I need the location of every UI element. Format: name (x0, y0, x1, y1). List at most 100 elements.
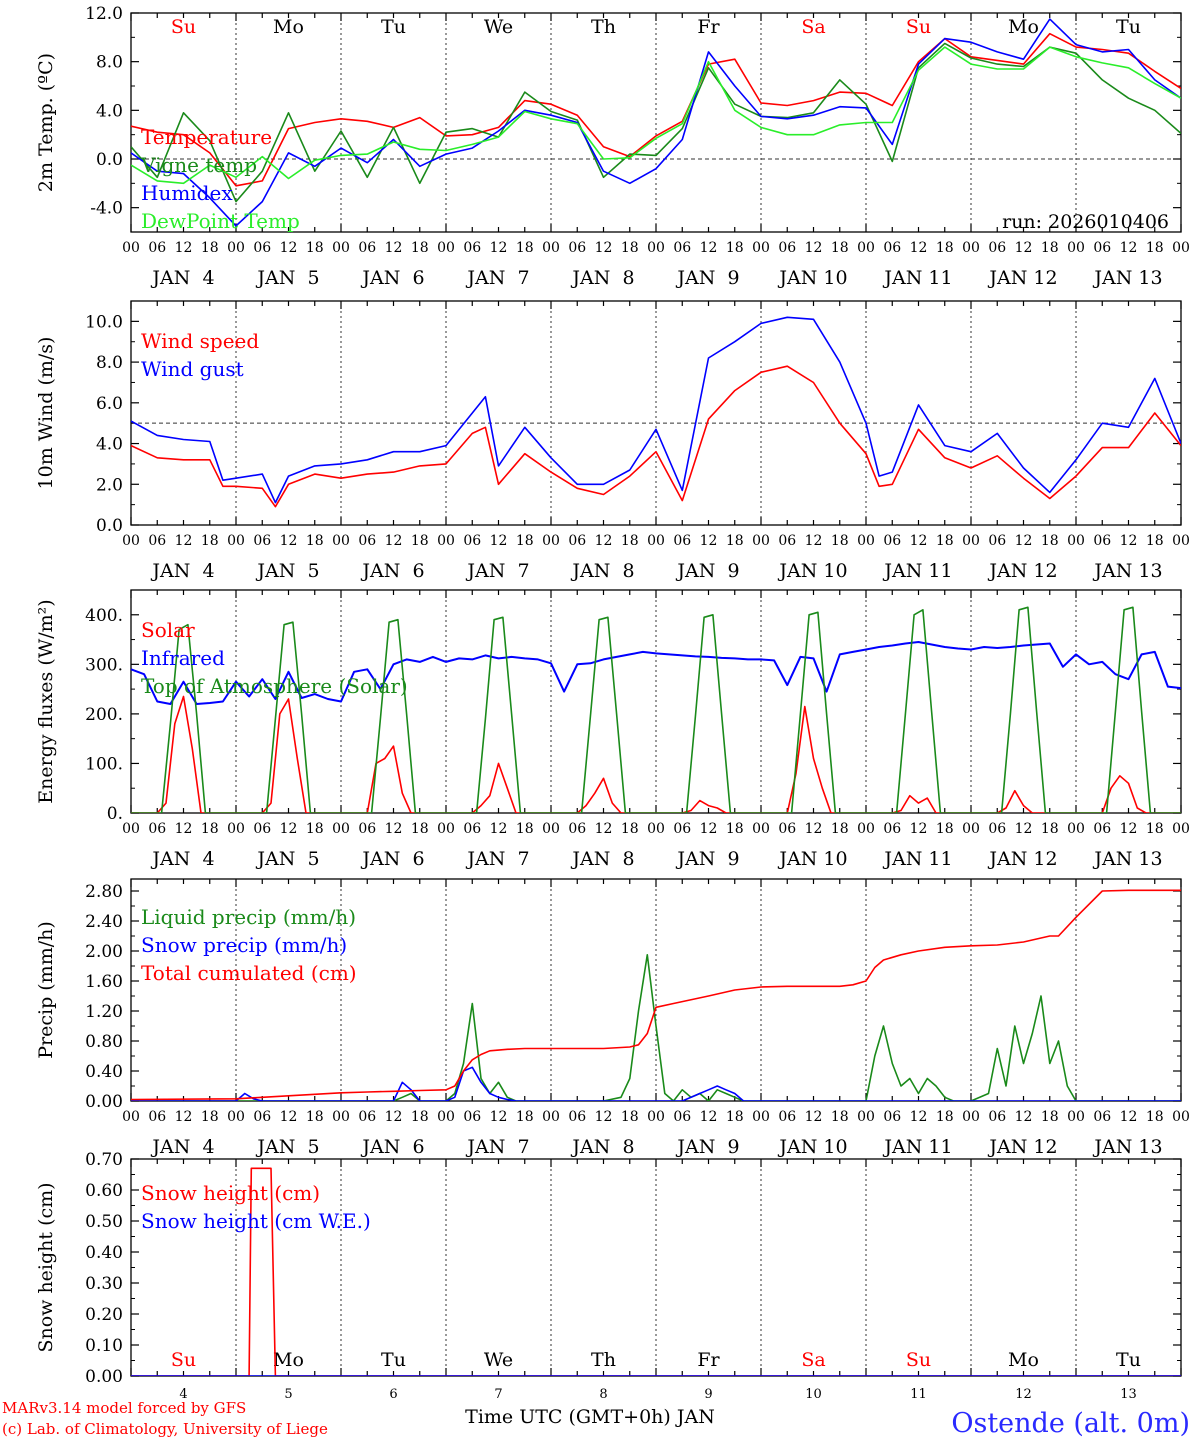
hour-label: 18 (411, 533, 429, 549)
series-line (131, 46, 1181, 185)
date-label: JAN 12 (987, 267, 1057, 289)
date-label: JAN 5 (255, 848, 319, 870)
hour-label: 00 (332, 240, 350, 256)
weekday-label: Tu (1116, 16, 1141, 38)
hour-label: 06 (883, 821, 901, 837)
hour-label: 18 (201, 1109, 219, 1125)
hour-label: 00 (647, 533, 665, 549)
hour-label: 18 (306, 533, 324, 549)
hour-label: 06 (463, 533, 481, 549)
legend-entry: Wind speed (141, 329, 259, 353)
hour-label: 12 (910, 240, 928, 256)
hour-label: 18 (306, 240, 324, 256)
hour-label: 12 (385, 533, 403, 549)
date-label: JAN 13 (1092, 1136, 1162, 1158)
hour-label: 06 (253, 821, 271, 837)
hour-label: 12 (805, 1109, 823, 1125)
hour-label: 00 (857, 821, 875, 837)
hour-label: 00 (227, 533, 245, 549)
date-label: JAN 13 (1092, 267, 1162, 289)
legend-entry: Total cumulated (cm) (141, 961, 357, 985)
hour-label: 06 (1093, 240, 1111, 256)
hour-label: 06 (358, 533, 376, 549)
hour-label: 00 (752, 533, 770, 549)
date-label: JAN 6 (360, 1136, 424, 1158)
hour-label: 12 (910, 821, 928, 837)
y-tick-label: 400. (85, 606, 123, 626)
legend-entry: DewPoint Temp (141, 209, 300, 233)
series-line (131, 606, 1181, 813)
hour-label: 18 (1041, 1109, 1059, 1125)
hour-label: 18 (831, 240, 849, 256)
weekday-label: Su (906, 1349, 931, 1371)
date-label: JAN 11 (882, 560, 952, 582)
legend-entry: Snow precip (mm/h) (141, 933, 347, 957)
hour-label: 18 (621, 240, 639, 256)
series-line (131, 42, 1181, 203)
hour-label: 00 (227, 821, 245, 837)
hour-label: 12 (1120, 533, 1138, 549)
station-name: Ostende (alt. 0m) (951, 1408, 1190, 1439)
y-tick-label: 0.10 (85, 1336, 123, 1356)
date-label: JAN 10 (777, 560, 847, 582)
hour-label: 06 (253, 1109, 271, 1125)
hour-label: 00 (1172, 1109, 1190, 1125)
y-tick-label: 1.20 (85, 1002, 123, 1022)
hour-label: 12 (805, 533, 823, 549)
legend-entry: Vigne temp (140, 153, 257, 177)
hour-label: 18 (936, 533, 954, 549)
hour-label: 06 (253, 240, 271, 256)
hour-label: 12 (490, 240, 508, 256)
hour-label: 06 (568, 533, 586, 549)
hour-label: 06 (463, 240, 481, 256)
hour-label: 00 (332, 821, 350, 837)
date-label: JAN 5 (255, 1136, 319, 1158)
hour-label: 18 (936, 240, 954, 256)
y-tick-label: 0.0 (96, 150, 123, 170)
panel-4: 0.00 0.40 0.80 1.20 1.60 2.00 2.40 2.80 Precip (… (35, 878, 1190, 1158)
date-label: JAN 6 (360, 560, 424, 582)
y-tick-label: 12.0 (85, 4, 123, 24)
y-tick-label: 0.40 (85, 1243, 123, 1263)
date-label: JAN 11 (882, 267, 952, 289)
y-tick-label: 0.70 (85, 1150, 123, 1170)
hour-label: 18 (1041, 240, 1059, 256)
hour-label: 06 (148, 240, 166, 256)
date-label: JAN 5 (255, 267, 319, 289)
hour-label: 12 (1015, 533, 1033, 549)
hour-label: 06 (253, 533, 271, 549)
date-label: JAN 10 (777, 1136, 847, 1158)
y-tick-label: -4.0 (90, 199, 123, 219)
hour-label: 06 (568, 240, 586, 256)
hour-label: 18 (621, 533, 639, 549)
hour-label: 12 (910, 533, 928, 549)
legend-entry: Snow height (cm W.E.) (141, 1209, 371, 1233)
hour-label: 12 (280, 240, 298, 256)
hour-label: 12 (385, 1109, 403, 1125)
hour-label: 12 (1120, 240, 1138, 256)
day-number-label: 6 (389, 1387, 397, 1402)
date-label: JAN 9 (675, 848, 739, 870)
hour-label: 06 (988, 821, 1006, 837)
hour-label: 18 (411, 1109, 429, 1125)
hour-label: 12 (490, 821, 508, 837)
series-line (131, 641, 1181, 705)
weekday-label: We (484, 1349, 513, 1371)
hour-label: 12 (490, 1109, 508, 1125)
hour-label: 12 (700, 533, 718, 549)
weekday-label: Mo (273, 1349, 304, 1371)
hour-label: 18 (831, 1109, 849, 1125)
hour-label: 00 (962, 1109, 980, 1125)
weekday-label: Mo (273, 16, 304, 38)
hour-label: 06 (463, 1109, 481, 1125)
hour-label: 00 (857, 533, 875, 549)
day-number-label: 8 (599, 1387, 607, 1402)
hour-label: 12 (700, 1109, 718, 1125)
hour-label: 00 (1067, 1109, 1085, 1125)
y-tick-label: 0.80 (85, 1032, 123, 1052)
hour-label: 18 (306, 1109, 324, 1125)
hour-label: 06 (988, 533, 1006, 549)
hour-label: 18 (1146, 240, 1164, 256)
hour-label: 00 (962, 821, 980, 837)
y-axis-label: 2m Temp. (ºC) (35, 53, 57, 192)
